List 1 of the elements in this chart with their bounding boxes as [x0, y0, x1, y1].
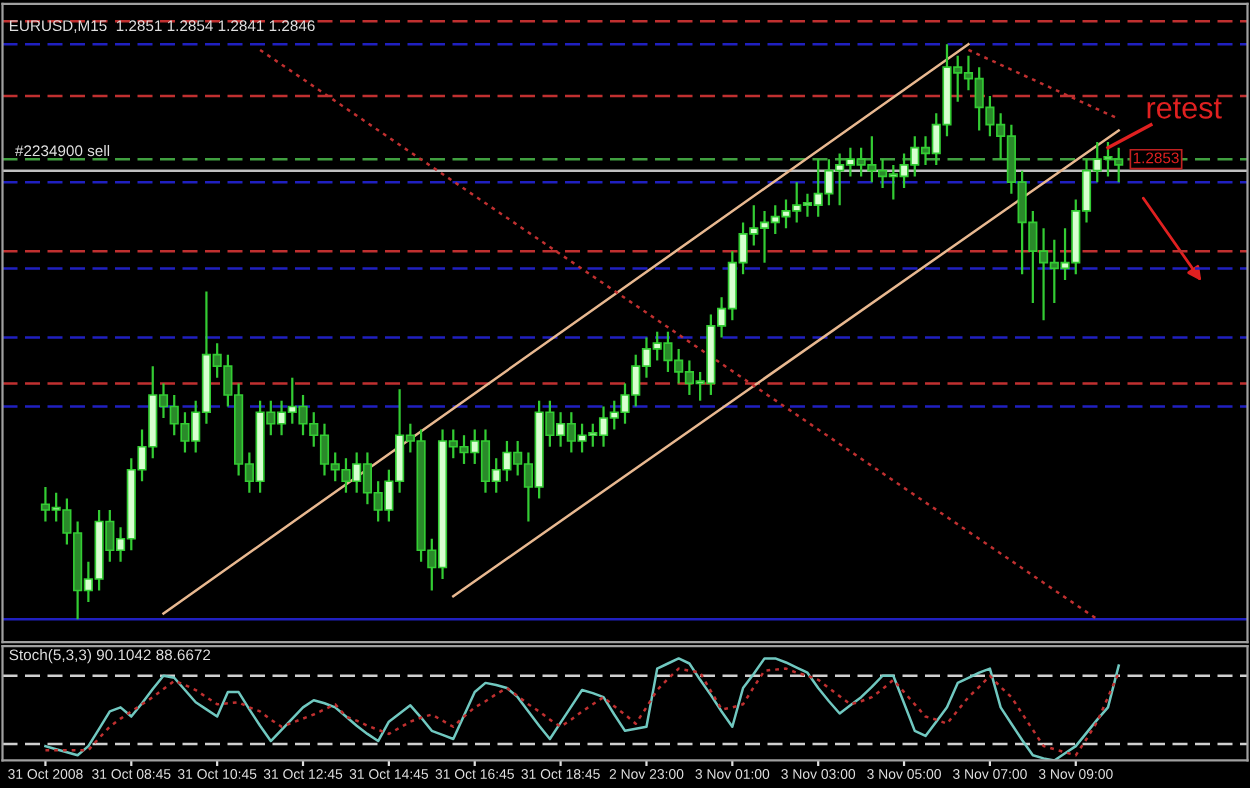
text: retest	[1147, 98, 1222, 119]
